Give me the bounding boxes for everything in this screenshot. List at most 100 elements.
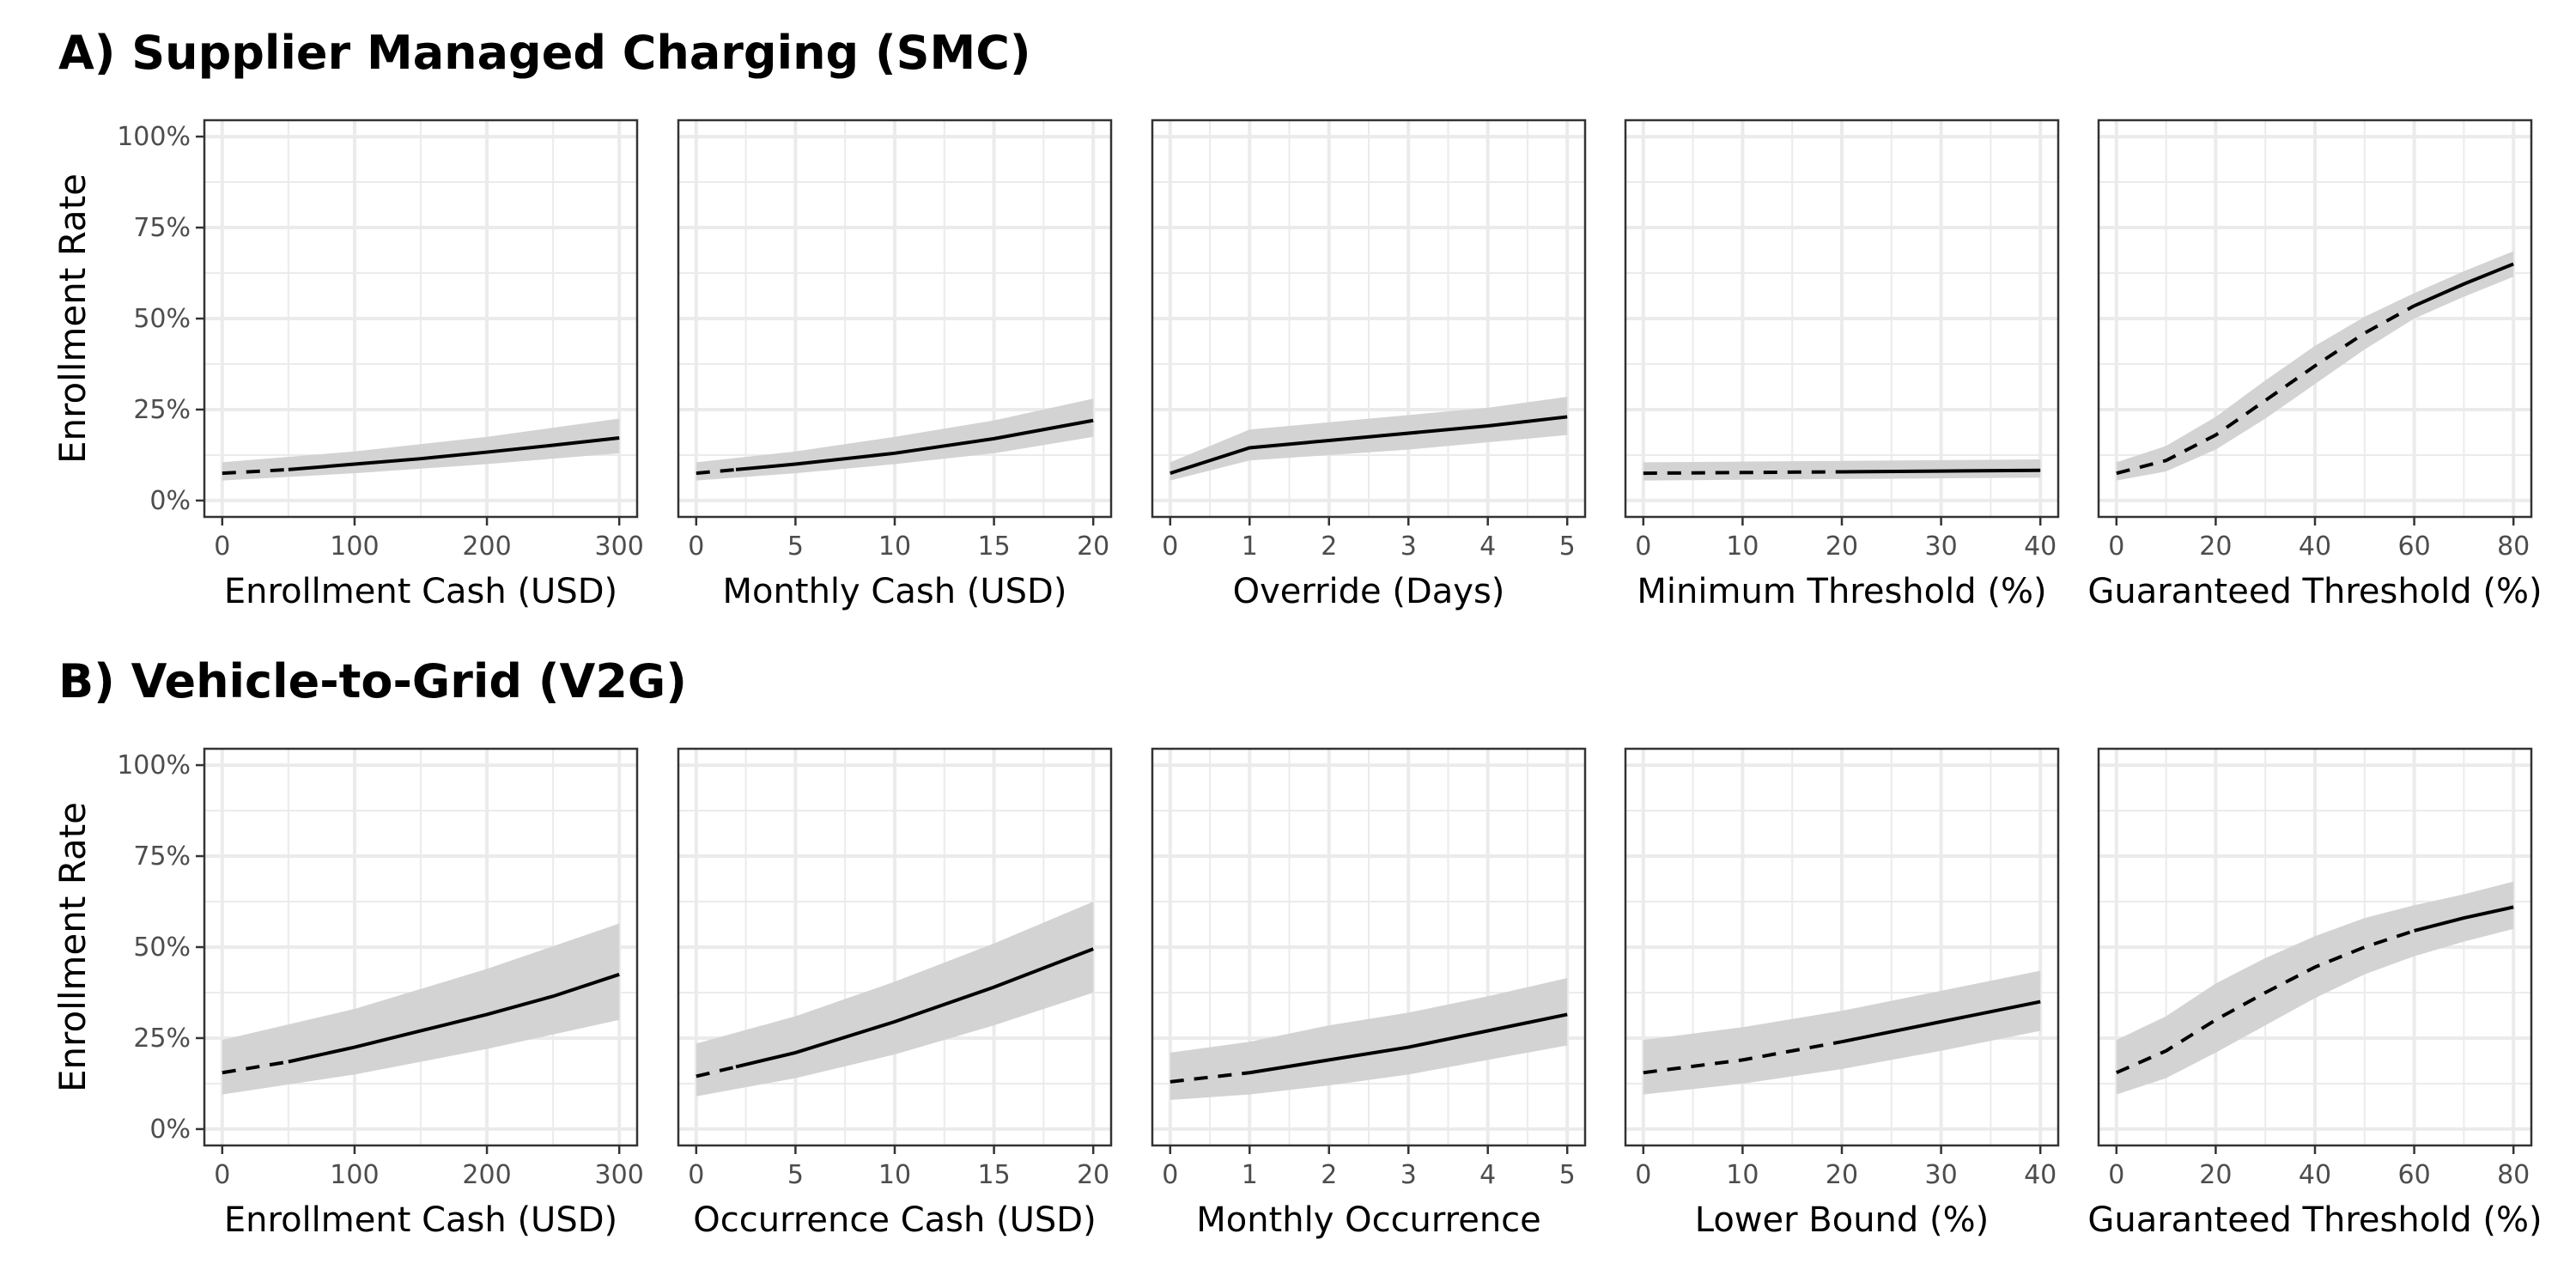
- x-tick-label: 0: [214, 1160, 230, 1190]
- x-tick-label: 3: [1400, 532, 1417, 562]
- x-tick-label: 0: [1635, 532, 1651, 562]
- x-tick-label: 300: [595, 1160, 644, 1190]
- panel-1-1: 0 5 10 15 20 Occurrence Cash (USD): [677, 747, 1113, 1240]
- y-tick-label: 0%: [149, 486, 191, 516]
- x-tick-label: 0: [688, 532, 704, 562]
- x-tick-label: 0: [1162, 532, 1178, 562]
- confidence-band: [696, 902, 1094, 1097]
- x-tick-label: 200: [462, 1160, 511, 1190]
- y-tick-label: 25%: [133, 395, 191, 425]
- fit-line-dashed: [1643, 1040, 1843, 1075]
- panel-border: [1151, 118, 1587, 519]
- fit-line-dashed: [2116, 304, 2415, 476]
- x-tick-label: 60: [2398, 532, 2431, 562]
- fit-line-solid: [735, 418, 1094, 471]
- x-tick-label: 10: [878, 1160, 911, 1190]
- panel-0-0: 0 100 200 300 Enrollment Cash (USD) 0% 25% 50% 7…: [117, 118, 644, 611]
- fit-line-dashed: [2116, 929, 2415, 1075]
- x-axis-label: Minimum Threshold (%): [1637, 572, 2046, 611]
- x-tick-label: 10: [1726, 532, 1759, 562]
- x-tick-label: 4: [1479, 532, 1496, 562]
- y-tick-label: 25%: [133, 1024, 191, 1054]
- x-tick-label: 40: [2024, 1160, 2057, 1190]
- row-title-v2g: B) Vehicle-to-Grid (V2G): [58, 654, 687, 708]
- x-tick-label: 40: [2299, 1160, 2331, 1190]
- fit-line-solid: [2413, 262, 2514, 307]
- x-tick-label: 60: [2398, 1160, 2431, 1190]
- x-tick-label: 20: [1077, 1160, 1109, 1190]
- fit-line-solid: [1170, 415, 1568, 476]
- row-smc: A) Supplier Managed Charging (SMC) Enrol…: [52, 26, 2543, 611]
- x-axis-label: Guaranteed Threshold (%): [2087, 1200, 2542, 1240]
- row-title-smc: A) Supplier Managed Charging (SMC): [58, 26, 1031, 80]
- fit-line-dashed: [1643, 470, 1843, 476]
- x-tick-label: 20: [1826, 532, 1858, 562]
- confidence-band: [222, 923, 620, 1095]
- x-axis-label: Occurrence Cash (USD): [693, 1200, 1096, 1240]
- panel-0-2: 0 1 2 3 4 5 Override (Days): [1151, 118, 1587, 611]
- x-tick-label: 20: [2199, 1160, 2232, 1190]
- x-tick-label: 100: [330, 1160, 379, 1190]
- confidence-band: [1170, 397, 1568, 481]
- panel-1-2: 0 1 2 3 4 5 Monthly Occurrence: [1151, 747, 1587, 1240]
- x-tick-label: 1: [1242, 1160, 1258, 1190]
- x-tick-label: 5: [1559, 1160, 1576, 1190]
- x-tick-label: 5: [787, 1160, 804, 1190]
- confidence-band: [1643, 970, 2041, 1095]
- y-axis-label-smc: Enrollment Rate: [52, 173, 94, 464]
- x-tick-label: 0: [1162, 1160, 1178, 1190]
- x-tick-label: 80: [2497, 1160, 2530, 1190]
- x-tick-label: 30: [1925, 1160, 1958, 1190]
- fit-line-dashed: [696, 1065, 737, 1078]
- fit-line-dashed: [222, 467, 289, 476]
- fit-line-solid: [288, 972, 620, 1064]
- x-tick-label: 20: [2199, 532, 2232, 562]
- x-tick-label: 10: [878, 532, 911, 562]
- panel-border: [1151, 747, 1587, 1147]
- x-axis-label: Lower Bound (%): [1695, 1200, 1989, 1240]
- x-axis-label: Monthly Occurrence: [1196, 1200, 1541, 1240]
- y-tick-label: 50%: [133, 304, 191, 334]
- fit-line-dashed: [222, 1060, 289, 1075]
- x-tick-label: 100: [330, 532, 379, 562]
- x-tick-label: 40: [2299, 532, 2331, 562]
- confidence-band: [696, 398, 1094, 481]
- x-tick-label: 40: [2024, 532, 2057, 562]
- fit-line-solid: [1841, 999, 2041, 1044]
- y-tick-label: 75%: [133, 841, 191, 872]
- x-tick-label: 300: [595, 532, 644, 562]
- x-tick-label: 30: [1925, 532, 1958, 562]
- y-tick-label: 100%: [117, 750, 191, 781]
- y-tick-label: 50%: [133, 933, 191, 963]
- panel-0-4: 0 20 40 60 80 Guaranteed Threshold (%): [2087, 118, 2543, 611]
- x-tick-label: 0: [214, 532, 230, 562]
- x-axis-label: Enrollment Cash (USD): [224, 572, 617, 611]
- y-tick-label: 100%: [117, 122, 191, 152]
- x-tick-label: 0: [1635, 1160, 1651, 1190]
- fit-line-solid: [2414, 905, 2514, 933]
- fit-line-solid: [1249, 1012, 1568, 1075]
- fit-line-solid: [735, 947, 1094, 1069]
- panel-1-3: 0 10 20 30 40 Lower Bound (%): [1624, 747, 2060, 1240]
- y-tick-label: 0%: [149, 1115, 191, 1145]
- fit-line-dashed: [1170, 1071, 1250, 1084]
- confidence-band: [2116, 881, 2514, 1095]
- x-tick-label: 0: [2108, 1160, 2124, 1190]
- y-axis-label-v2g: Enrollment Rate: [52, 802, 94, 1092]
- panel-1-0: 0 100 200 300 Enrollment Cash (USD) 0% 25% 50% 7…: [117, 747, 644, 1240]
- x-axis-label: Guaranteed Threshold (%): [2087, 572, 2542, 611]
- x-tick-label: 15: [978, 1160, 1011, 1190]
- x-tick-label: 5: [1559, 532, 1576, 562]
- x-axis-label: Monthly Cash (USD): [723, 572, 1067, 611]
- x-axis-label: Enrollment Cash (USD): [224, 1200, 617, 1240]
- x-tick-label: 0: [688, 1160, 704, 1190]
- confidence-band: [1643, 459, 2041, 481]
- x-tick-label: 80: [2497, 532, 2530, 562]
- panel-0-1: 0 5 10 15 20 Monthly Cash (USD): [677, 118, 1113, 611]
- x-axis-label: Override (Days): [1233, 572, 1505, 611]
- x-tick-label: 2: [1321, 532, 1337, 562]
- fit-line-solid: [288, 436, 620, 471]
- x-tick-label: 2: [1321, 1160, 1337, 1190]
- x-tick-label: 0: [2108, 532, 2124, 562]
